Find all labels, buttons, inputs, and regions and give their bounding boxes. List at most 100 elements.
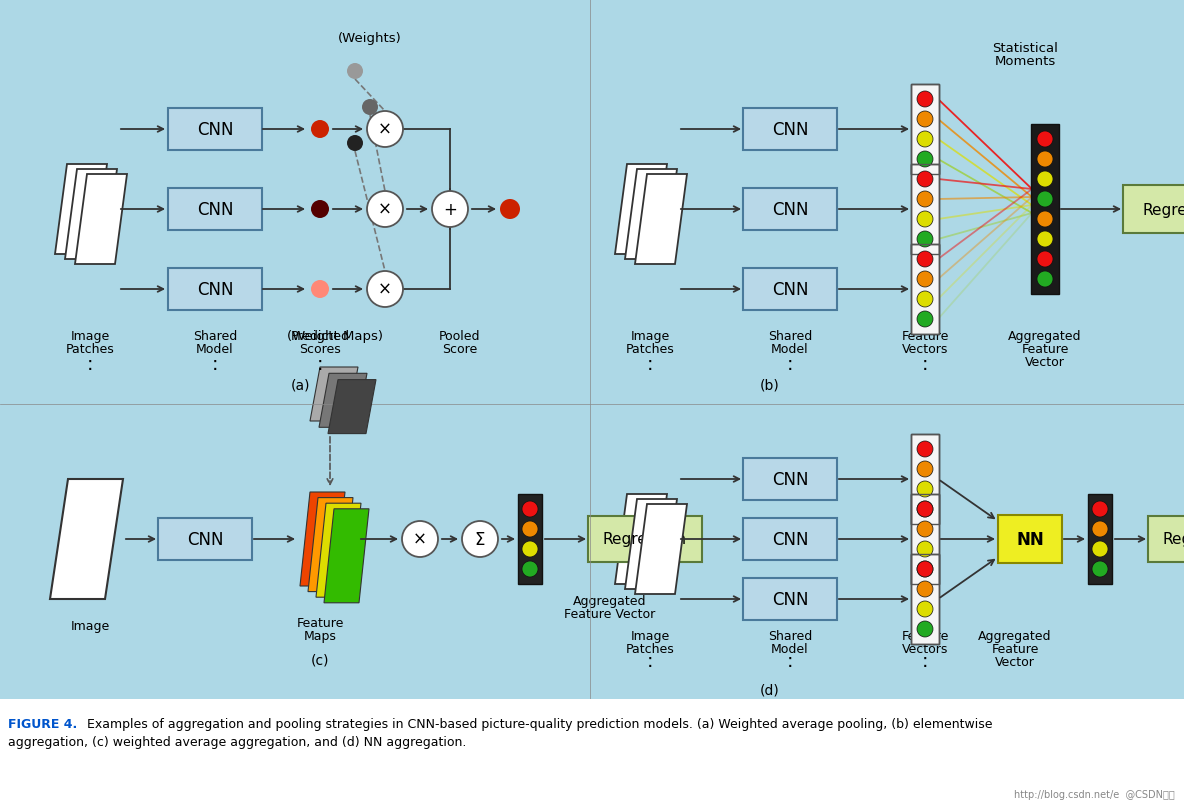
Text: aggregation, (c) weighted average aggregation, and (d) NN aggregation.: aggregation, (c) weighted average aggreg… — [8, 735, 466, 748]
FancyBboxPatch shape — [588, 517, 702, 562]
Circle shape — [916, 112, 933, 128]
Circle shape — [500, 200, 520, 220]
Polygon shape — [300, 492, 345, 586]
Text: CNN: CNN — [197, 201, 233, 219]
Circle shape — [462, 521, 498, 557]
FancyBboxPatch shape — [910, 245, 939, 335]
Text: Image: Image — [630, 329, 670, 342]
Circle shape — [1037, 191, 1053, 208]
Text: Examples of aggregation and pooling strategies in CNN-based picture-quality pred: Examples of aggregation and pooling stra… — [83, 717, 992, 730]
Text: Feature: Feature — [1022, 342, 1069, 355]
Text: +: + — [443, 201, 457, 219]
Text: CNN: CNN — [772, 470, 809, 488]
Text: (d): (d) — [760, 683, 780, 697]
Circle shape — [367, 191, 403, 228]
Circle shape — [916, 232, 933, 247]
FancyBboxPatch shape — [1031, 125, 1058, 294]
Text: :: : — [786, 651, 793, 670]
Text: Vectors: Vectors — [902, 642, 948, 655]
Text: Vectors: Vectors — [902, 342, 948, 355]
Polygon shape — [308, 498, 353, 592]
Text: ×: × — [378, 281, 392, 298]
Text: Patches: Patches — [65, 342, 115, 355]
Polygon shape — [75, 175, 127, 264]
Text: Maps: Maps — [303, 629, 336, 642]
Circle shape — [916, 292, 933, 307]
Circle shape — [522, 521, 538, 538]
FancyBboxPatch shape — [168, 109, 262, 151]
Text: Image: Image — [70, 620, 110, 633]
Circle shape — [916, 92, 933, 108]
Circle shape — [1037, 152, 1053, 168]
FancyBboxPatch shape — [1088, 495, 1112, 584]
Text: :: : — [786, 354, 793, 374]
Circle shape — [916, 541, 933, 557]
Circle shape — [347, 135, 363, 152]
Circle shape — [1092, 561, 1108, 577]
Circle shape — [367, 272, 403, 307]
Text: Statistical: Statistical — [992, 42, 1058, 55]
Circle shape — [1037, 232, 1053, 247]
FancyBboxPatch shape — [519, 495, 542, 584]
Circle shape — [522, 541, 538, 557]
Circle shape — [1092, 501, 1108, 517]
Text: Feature Vector: Feature Vector — [565, 607, 656, 620]
Text: :: : — [646, 354, 654, 374]
Polygon shape — [318, 374, 367, 427]
Text: Patches: Patches — [625, 342, 675, 355]
Circle shape — [1037, 272, 1053, 288]
Polygon shape — [324, 509, 369, 603]
Text: CNN: CNN — [187, 530, 224, 548]
Text: Model: Model — [771, 642, 809, 655]
Text: CNN: CNN — [197, 281, 233, 298]
Circle shape — [522, 561, 538, 577]
Text: Feature: Feature — [901, 329, 948, 342]
Text: (a): (a) — [290, 379, 310, 393]
Text: :: : — [922, 354, 928, 374]
Polygon shape — [614, 165, 667, 255]
Circle shape — [1092, 541, 1108, 557]
Text: Image: Image — [70, 329, 110, 342]
Text: Regression: Regression — [603, 532, 687, 547]
Polygon shape — [625, 500, 677, 590]
Text: Patches: Patches — [625, 642, 675, 655]
FancyBboxPatch shape — [744, 189, 837, 230]
Text: ×: × — [378, 201, 392, 219]
Text: (Weight Maps): (Weight Maps) — [287, 329, 382, 342]
FancyBboxPatch shape — [744, 109, 837, 151]
Circle shape — [916, 441, 933, 457]
Polygon shape — [50, 479, 123, 599]
Bar — [0, 699, 1184, 811]
FancyBboxPatch shape — [1122, 186, 1184, 234]
Text: CNN: CNN — [197, 121, 233, 139]
Polygon shape — [635, 175, 687, 264]
Polygon shape — [54, 165, 107, 255]
Bar — [0, 0, 1184, 699]
Text: :: : — [922, 651, 928, 670]
Text: Model: Model — [197, 342, 233, 355]
Text: Shared: Shared — [193, 329, 237, 342]
FancyBboxPatch shape — [910, 435, 939, 525]
Text: Model: Model — [771, 342, 809, 355]
Polygon shape — [328, 380, 377, 434]
Circle shape — [916, 521, 933, 538]
Polygon shape — [625, 169, 677, 260]
Circle shape — [367, 112, 403, 148]
FancyBboxPatch shape — [744, 518, 837, 560]
Circle shape — [916, 621, 933, 637]
Circle shape — [1037, 251, 1053, 268]
Text: Σ: Σ — [475, 530, 485, 548]
Text: CNN: CNN — [772, 201, 809, 219]
Text: Vector: Vector — [995, 655, 1035, 668]
Text: (Weights): (Weights) — [339, 32, 401, 45]
Circle shape — [916, 191, 933, 208]
FancyBboxPatch shape — [1148, 517, 1184, 562]
Circle shape — [916, 272, 933, 288]
Text: :: : — [86, 354, 94, 374]
Text: http://blog.csdn.net/e  @CSDN博客: http://blog.csdn.net/e @CSDN博客 — [1015, 789, 1175, 799]
Circle shape — [916, 501, 933, 517]
Text: Pooled: Pooled — [439, 329, 481, 342]
Text: (b): (b) — [760, 379, 780, 393]
Text: (c): (c) — [310, 653, 329, 667]
FancyBboxPatch shape — [157, 518, 252, 560]
